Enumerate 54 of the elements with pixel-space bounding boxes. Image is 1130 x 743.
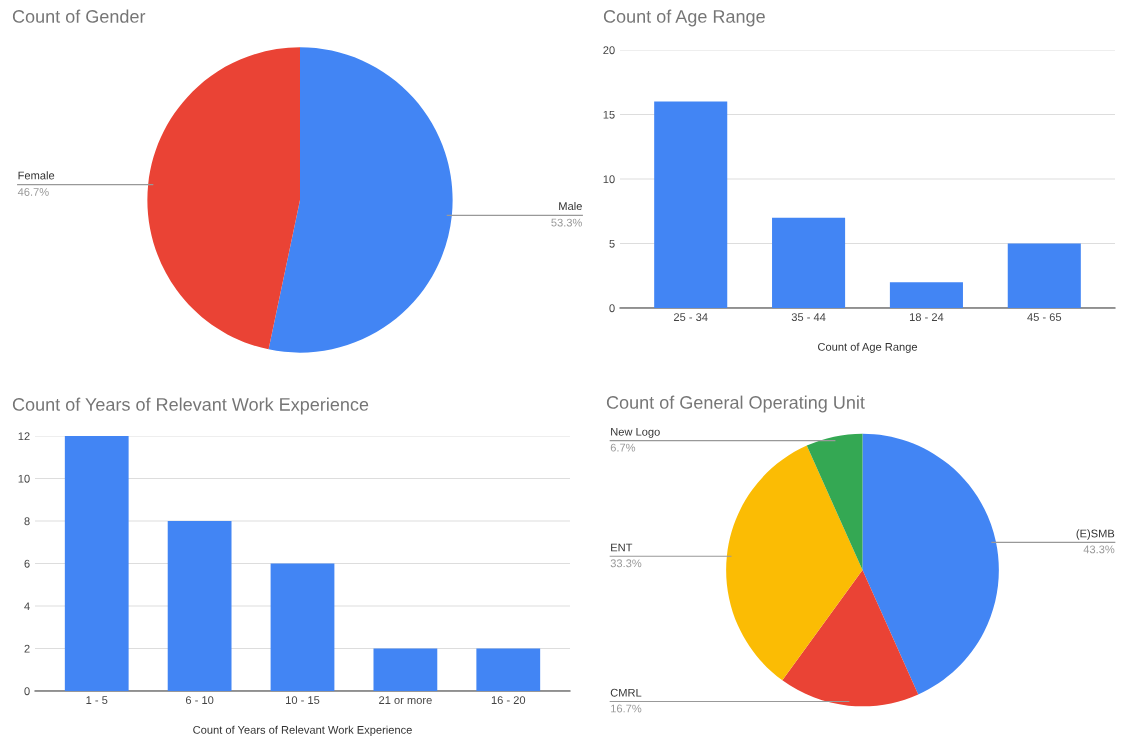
- chart-title: Count of Age Range: [603, 9, 765, 27]
- y-tick-label: 0: [609, 304, 615, 313]
- y-tick-label: 20: [603, 46, 615, 55]
- bar: [889, 282, 963, 308]
- slice-label: New Logo: [611, 427, 660, 438]
- bar: [772, 217, 846, 308]
- y-tick-label: 12: [18, 432, 30, 441]
- y-tick-label: 2: [24, 644, 30, 653]
- pie-slice: [268, 47, 453, 353]
- data-label: 43.3%: [1083, 545, 1115, 554]
- x-tick-label: 10 - 15: [286, 696, 320, 705]
- y-tick-label: 5: [609, 239, 615, 248]
- x-axis-title: Count of Age Range: [818, 342, 918, 354]
- x-tick-label: 16 - 20: [491, 696, 526, 705]
- bar: [1007, 243, 1081, 308]
- chart-title: Count of Years of Relevant Work Experience: [12, 397, 369, 415]
- data-label: 6.7%: [610, 443, 636, 452]
- x-tick-label: 35 - 44: [791, 313, 826, 322]
- slice-label: Male: [559, 201, 582, 211]
- data-label: 46.7%: [17, 188, 49, 196]
- x-tick-label: 1 - 5: [86, 696, 108, 705]
- pie-slice: [147, 47, 300, 350]
- y-tick-label: 0: [24, 687, 30, 696]
- slice-label: Female: [18, 171, 55, 180]
- slice-label: ENT: [611, 543, 633, 552]
- slice-label: CMRL: [610, 688, 642, 697]
- data-label: 16.7%: [611, 704, 642, 713]
- x-axis-title: Count of Years of Relevant Work Experience: [193, 725, 412, 737]
- data-label: 53.3%: [551, 218, 582, 227]
- y-tick-label: 4: [24, 602, 30, 611]
- pie-slice: [726, 445, 863, 681]
- x-tick-label: 21 or more: [379, 696, 432, 705]
- pie-slice: [862, 433, 999, 695]
- y-tick-label: 15: [603, 110, 615, 119]
- slice-label: (E)SMB: [1076, 529, 1115, 540]
- bar: [476, 648, 541, 691]
- bar: [654, 101, 728, 308]
- bar: [373, 648, 438, 691]
- bar: [64, 436, 129, 691]
- bar: [270, 563, 335, 691]
- y-tick-label: 10: [18, 474, 30, 483]
- chart-title: Count of General Operating Unit: [606, 395, 865, 413]
- data-label: 33.3%: [610, 559, 642, 568]
- bar: [167, 521, 232, 691]
- y-tick-label: 6: [24, 559, 30, 568]
- pie-slice: [806, 433, 863, 570]
- y-tick-label: 10: [603, 175, 615, 184]
- x-tick-label: 45 - 65: [1027, 313, 1062, 322]
- pie-slice: [782, 570, 919, 707]
- x-tick-label: 6 - 10: [185, 696, 214, 705]
- x-tick-label: 18 - 24: [909, 313, 944, 322]
- x-tick-label: 25 - 34: [673, 313, 708, 322]
- chart-title: Count of Gender: [12, 9, 146, 23]
- y-tick-label: 8: [24, 517, 30, 526]
